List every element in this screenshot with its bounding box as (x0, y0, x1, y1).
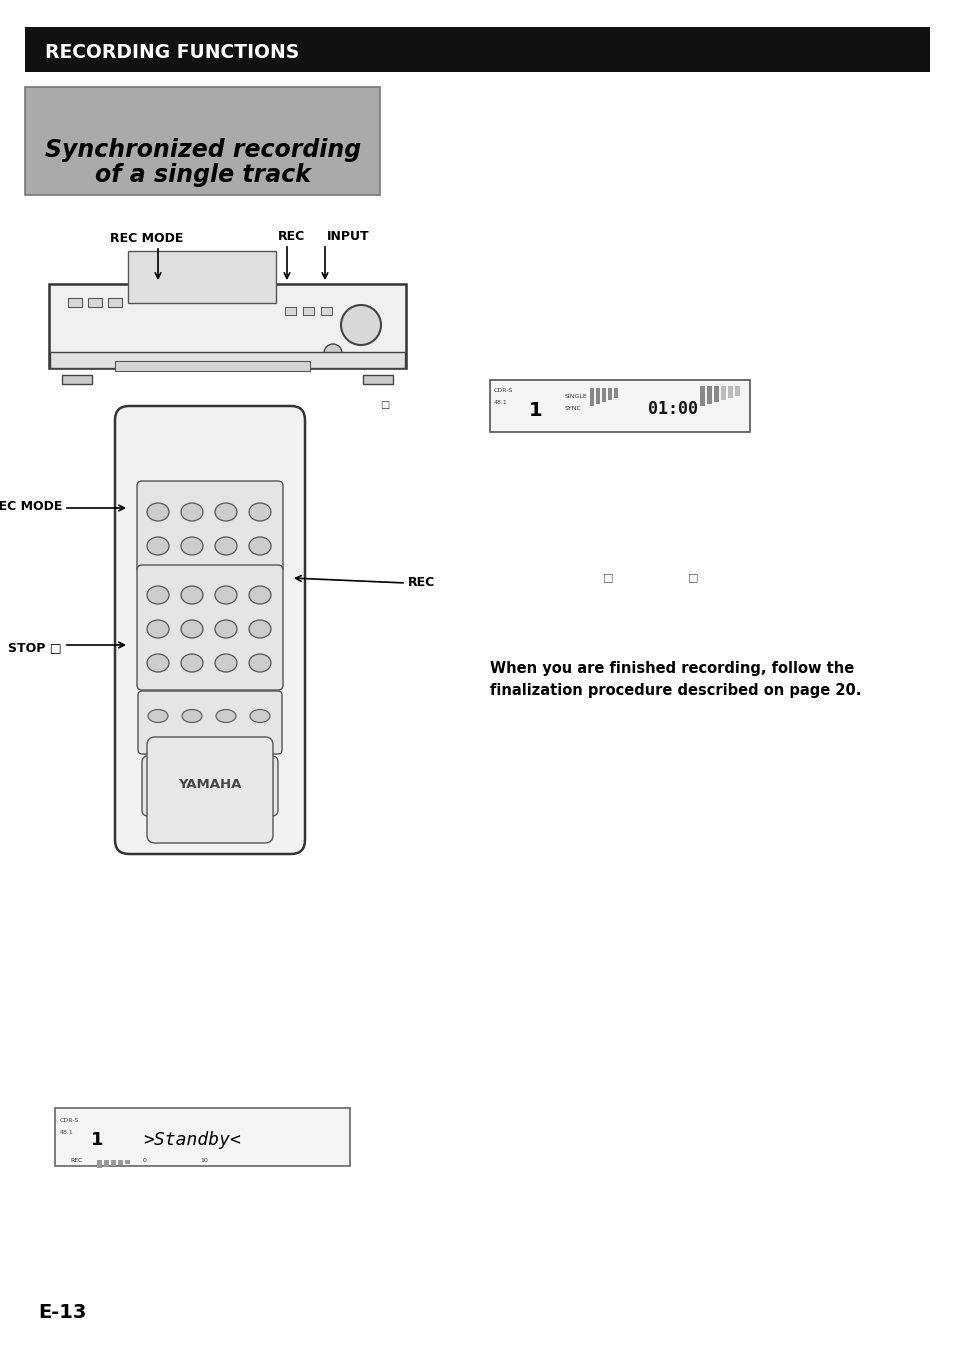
Text: REC MODE: REC MODE (111, 232, 184, 244)
Bar (115, 361, 310, 371)
Bar (700, 386, 704, 406)
Circle shape (194, 767, 225, 797)
Text: 1: 1 (529, 400, 542, 419)
Ellipse shape (182, 709, 202, 723)
Text: INPUT: INPUT (326, 229, 369, 243)
Bar (125, 1161, 130, 1165)
FancyBboxPatch shape (115, 406, 305, 855)
Ellipse shape (214, 537, 236, 555)
Text: CDR-S: CDR-S (494, 387, 513, 392)
Ellipse shape (181, 586, 203, 604)
Bar (607, 388, 612, 400)
Text: E-13: E-13 (38, 1304, 87, 1322)
Text: □: □ (602, 572, 613, 582)
Text: >Standby<: >Standby< (143, 1131, 240, 1148)
Text: CDR-S: CDR-S (60, 1117, 79, 1123)
Text: finalization procedure described on page 20.: finalization procedure described on page… (490, 682, 861, 697)
Bar (118, 1161, 123, 1165)
Ellipse shape (147, 537, 169, 555)
Bar (363, 375, 393, 384)
Ellipse shape (249, 620, 271, 638)
Ellipse shape (249, 654, 271, 673)
Circle shape (324, 344, 341, 363)
Text: 48.1: 48.1 (60, 1130, 73, 1135)
Ellipse shape (147, 503, 169, 520)
Circle shape (340, 305, 380, 345)
Text: of a single track: of a single track (95, 163, 311, 187)
Circle shape (167, 767, 196, 797)
Bar (111, 1161, 116, 1166)
Ellipse shape (214, 620, 236, 638)
FancyBboxPatch shape (142, 756, 277, 816)
Bar (734, 386, 740, 396)
FancyBboxPatch shape (49, 284, 406, 368)
Bar (727, 386, 732, 398)
FancyBboxPatch shape (137, 481, 283, 573)
FancyBboxPatch shape (137, 565, 283, 690)
Ellipse shape (249, 586, 271, 604)
Bar (720, 386, 725, 400)
Bar (62, 375, 91, 384)
Ellipse shape (147, 620, 169, 638)
Bar (108, 298, 122, 307)
Text: RECORDING FUNCTIONS: RECORDING FUNCTIONS (45, 43, 299, 62)
Bar (490, 380, 749, 431)
Ellipse shape (147, 654, 169, 673)
Text: 10: 10 (200, 1158, 208, 1162)
Text: □: □ (380, 400, 389, 410)
Text: 01:00: 01:00 (647, 400, 698, 418)
Bar (303, 307, 314, 315)
Ellipse shape (215, 709, 235, 723)
Ellipse shape (249, 537, 271, 555)
Ellipse shape (147, 586, 169, 604)
Text: STOP □: STOP □ (9, 642, 62, 655)
Ellipse shape (181, 654, 203, 673)
Bar (50, 352, 405, 368)
Ellipse shape (214, 586, 236, 604)
Bar (713, 386, 719, 402)
Text: YAMAHA: YAMAHA (178, 779, 241, 791)
Text: REC: REC (408, 577, 435, 589)
Text: REC MODE: REC MODE (0, 500, 62, 512)
Ellipse shape (148, 709, 168, 723)
Circle shape (223, 767, 253, 797)
Bar (320, 307, 332, 315)
Bar (614, 388, 618, 398)
Ellipse shape (181, 503, 203, 520)
Ellipse shape (214, 503, 236, 520)
Ellipse shape (181, 537, 203, 555)
Bar (68, 298, 82, 307)
Bar (55, 1108, 350, 1166)
Bar (104, 1161, 109, 1167)
Bar (596, 388, 599, 404)
Text: SYNC: SYNC (564, 406, 581, 411)
Text: REC: REC (278, 229, 305, 243)
Ellipse shape (250, 709, 270, 723)
Text: When you are finished recording, follow the: When you are finished recording, follow … (490, 661, 853, 675)
Bar (25, 88, 379, 195)
Bar (25, 27, 929, 71)
FancyBboxPatch shape (138, 692, 282, 754)
Text: 1: 1 (91, 1131, 103, 1148)
Ellipse shape (181, 620, 203, 638)
Bar (601, 388, 605, 402)
Text: □: □ (687, 572, 698, 582)
Bar (97, 1161, 102, 1167)
Ellipse shape (214, 654, 236, 673)
Text: SINGLE: SINGLE (564, 394, 587, 399)
FancyBboxPatch shape (147, 737, 273, 842)
Ellipse shape (249, 503, 271, 520)
Bar (128, 251, 275, 303)
Bar (589, 388, 594, 406)
Text: 48.1: 48.1 (494, 399, 507, 404)
Text: Synchronized recording: Synchronized recording (45, 137, 360, 162)
Bar (285, 307, 295, 315)
Bar (88, 298, 102, 307)
Text: 0: 0 (143, 1158, 147, 1162)
Text: REC: REC (70, 1158, 82, 1162)
Bar (706, 386, 711, 404)
